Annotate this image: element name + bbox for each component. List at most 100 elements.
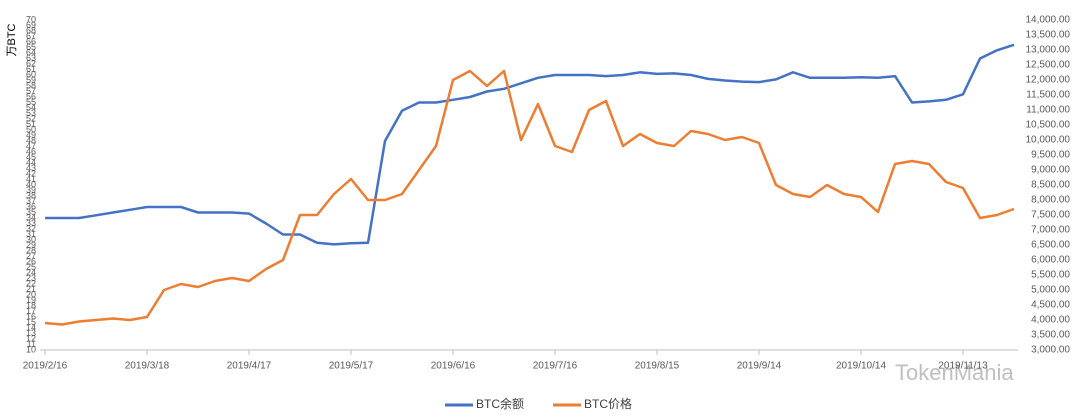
y-tick-label: 30: [26, 234, 36, 244]
y2-tick-label: 14,000.00: [1026, 15, 1071, 26]
x-tick-label: 2019/3/18: [125, 361, 170, 372]
y-tick-label: 66: [26, 36, 36, 46]
y-tick-label: 46: [26, 146, 36, 156]
y-tick-label: 39: [26, 185, 36, 195]
y-tick-label: 12: [26, 333, 36, 343]
y2-tick-label: 4,000.00: [1031, 315, 1070, 326]
y-tick-label: 13: [26, 328, 36, 338]
y2-tick-label: 5,500.00: [1031, 270, 1070, 281]
y-tick-label: 52: [26, 113, 36, 123]
y-tick-label: 35: [26, 207, 36, 217]
y-tick-label: 41: [26, 174, 36, 184]
x-tick-label: 2019/7/16: [533, 361, 578, 372]
y-tick-label: 48: [26, 135, 36, 145]
y2-tick-label: 7,500.00: [1031, 210, 1070, 221]
y-tick-label: 36: [26, 201, 36, 211]
y-tick-label: 58: [26, 80, 36, 90]
y-tick-label: 67: [26, 31, 36, 41]
y-tick-label: 62: [26, 58, 36, 68]
y-tick-label: 28: [26, 245, 36, 255]
y-tick-label: 56: [26, 91, 36, 101]
y2-tick-label: 8,500.00: [1031, 180, 1070, 191]
y2-tick-label: 7,000.00: [1031, 225, 1070, 236]
x-tick-label: 2019/2/16: [23, 361, 68, 372]
legend-label: BTC余额: [476, 396, 524, 411]
y-tick-label: 26: [26, 256, 36, 266]
watermark: TokenMania: [895, 360, 1014, 385]
x-tick-label: 2019/11/13: [938, 361, 988, 372]
series-line: [45, 43, 1015, 246]
series-line: [44, 69, 1015, 326]
y-tick-label: 14: [26, 322, 36, 332]
y-tick-label: 15: [26, 317, 36, 327]
x-tick-label: 2019/10/14: [836, 361, 886, 372]
y2-tick-label: 11,500.00: [1026, 90, 1070, 101]
y-tick-label: 59: [26, 75, 36, 85]
y-tick-label: 25: [26, 262, 36, 272]
y-tick-label: 44: [26, 157, 36, 167]
y-tick-label: 19: [26, 295, 36, 305]
y-tick-label: 42: [26, 168, 36, 178]
y-tick-label: 64: [26, 47, 36, 57]
y-axis-label: 万BTC: [6, 23, 18, 56]
y-tick-label: 57: [26, 86, 36, 96]
y2-tick-label: 3,500.00: [1031, 330, 1070, 341]
y2-tick-label: 11,000.00: [1026, 105, 1070, 116]
legend-label: BTC价格: [584, 396, 632, 411]
y-tick-label: 50: [26, 124, 36, 134]
y-tick-label: 70: [26, 14, 36, 24]
y-tick-label: 51: [26, 119, 36, 129]
x-tick-label: 2019/8/15: [635, 361, 680, 372]
y2-tick-label: 9,500.00: [1031, 150, 1070, 161]
y-tick-label: 65: [26, 42, 36, 52]
y-tick-label: 17: [26, 306, 36, 316]
y-tick-label: 54: [26, 102, 36, 112]
y-tick-label: 53: [26, 108, 36, 118]
y-tick-label: 11: [27, 339, 36, 349]
y2-tick-label: 4,500.00: [1031, 300, 1070, 311]
y-tick-label: 21: [26, 284, 36, 294]
y-tick-label: 47: [26, 141, 36, 151]
y2-tick-label: 13,000.00: [1026, 45, 1071, 56]
y-tick-label: 69: [26, 20, 36, 30]
y-tick-label: 43: [26, 163, 36, 173]
y2-tick-label: 9,000.00: [1031, 165, 1070, 176]
y-tick-label: 45: [26, 152, 36, 162]
y-tick-label: 16: [26, 311, 36, 321]
x-tick-label: 2019/5/17: [329, 361, 374, 372]
y-tick-label: 31: [26, 229, 36, 239]
y-tick-label: 63: [26, 53, 36, 63]
y2-tick-label: 6,000.00: [1031, 255, 1070, 266]
y2-tick-label: 10,500.00: [1026, 120, 1071, 131]
y-tick-label: 55: [26, 97, 36, 107]
x-tick-label: 2019/9/14: [737, 361, 782, 372]
y2-tick-label: 6,500.00: [1031, 240, 1070, 251]
y-tick-label: 23: [26, 273, 36, 283]
y2-tick-label: 3,000.00: [1031, 345, 1070, 356]
y-tick-label: 37: [26, 196, 36, 206]
y-tick-label: 24: [26, 267, 36, 277]
y-tick-label: 61: [26, 64, 36, 74]
y2-tick-label: 12,500.00: [1026, 60, 1071, 71]
x-tick-label: 2019/6/16: [431, 361, 476, 372]
y2-tick-label: 8,000.00: [1031, 195, 1070, 206]
y-tick-label: 40: [26, 179, 36, 189]
y-tick-label: 38: [26, 190, 36, 200]
y-tick-label: 49: [26, 130, 36, 140]
y2-tick-label: 12,000.00: [1026, 75, 1071, 86]
y2-tick-label: 10,000.00: [1026, 135, 1071, 146]
y2-tick-label: 5,000.00: [1031, 285, 1070, 296]
y-tick-label: 27: [26, 251, 36, 261]
y-tick-label: 34: [26, 212, 36, 222]
y-tick-label: 32: [26, 223, 36, 233]
y-tick-label: 33: [26, 218, 36, 228]
x-tick-label: 2019/4/17: [227, 361, 272, 372]
y-tick-label: 10: [26, 344, 36, 354]
y-tick-label: 68: [26, 25, 36, 35]
y2-tick-label: 13,500.00: [1026, 30, 1071, 41]
y-tick-label: 18: [26, 300, 36, 310]
y-tick-label: 20: [26, 289, 36, 299]
y-tick-label: 60: [26, 69, 36, 79]
y-tick-label: 29: [26, 240, 36, 250]
